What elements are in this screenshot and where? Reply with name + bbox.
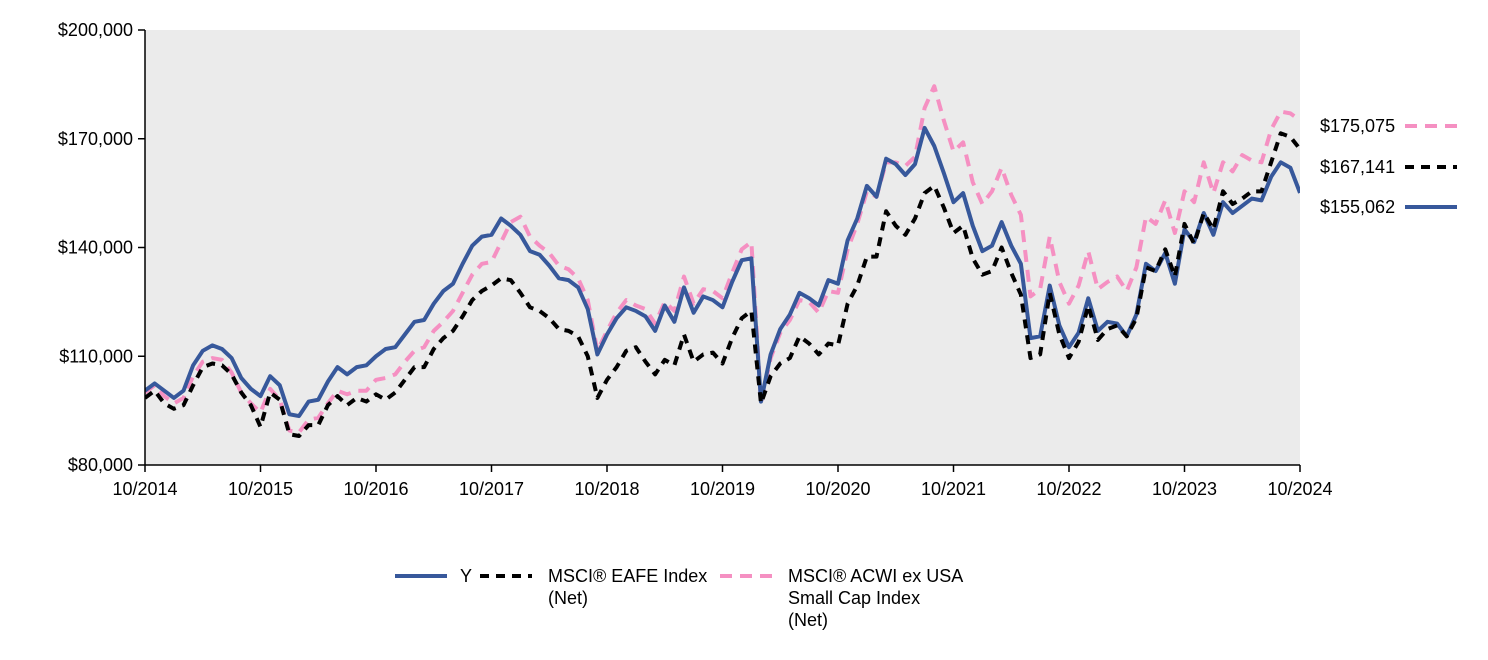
x-tick-label: 10/2021	[921, 479, 986, 499]
legend-label-acwi: (Net)	[788, 610, 828, 630]
chart-container: $80,000 $110,000 $140,000 $170,000 $200,000 1…	[0, 0, 1488, 660]
legend-label-acwi: MSCI® ACWI ex USA	[788, 566, 963, 586]
x-tick-label: 10/2014	[112, 479, 177, 499]
x-tick-label: 10/2015	[228, 479, 293, 499]
series-end-label-acwi: $175,075	[1320, 116, 1395, 136]
legend-label-eafe: (Net)	[548, 588, 588, 608]
y-tick-label: $170,000	[58, 129, 133, 149]
y-tick-label: $200,000	[58, 20, 133, 40]
legend-label-acwi: Small Cap Index	[788, 588, 920, 608]
y-tick-label: $80,000	[68, 455, 133, 475]
x-tick-label: 10/2016	[343, 479, 408, 499]
x-tick-label: 10/2020	[805, 479, 870, 499]
y-tick-label: $140,000	[58, 238, 133, 258]
y-tick-label: $110,000	[59, 346, 133, 366]
legend-label-y: Y	[460, 566, 472, 586]
x-tick-label: 10/2019	[690, 479, 755, 499]
x-tick-label: 10/2017	[459, 479, 524, 499]
x-tick-label: 10/2018	[574, 479, 639, 499]
x-tick-label: 10/2024	[1267, 479, 1332, 499]
growth-chart: $80,000 $110,000 $140,000 $170,000 $200,000 1…	[0, 0, 1488, 660]
series-end-label-eafe: $167,141	[1320, 157, 1395, 177]
x-tick-label: 10/2022	[1036, 479, 1101, 499]
legend-label-eafe: MSCI® EAFE Index	[548, 566, 707, 586]
x-tick-label: 10/2023	[1152, 479, 1217, 499]
series-end-label-y: $155,062	[1320, 197, 1395, 217]
